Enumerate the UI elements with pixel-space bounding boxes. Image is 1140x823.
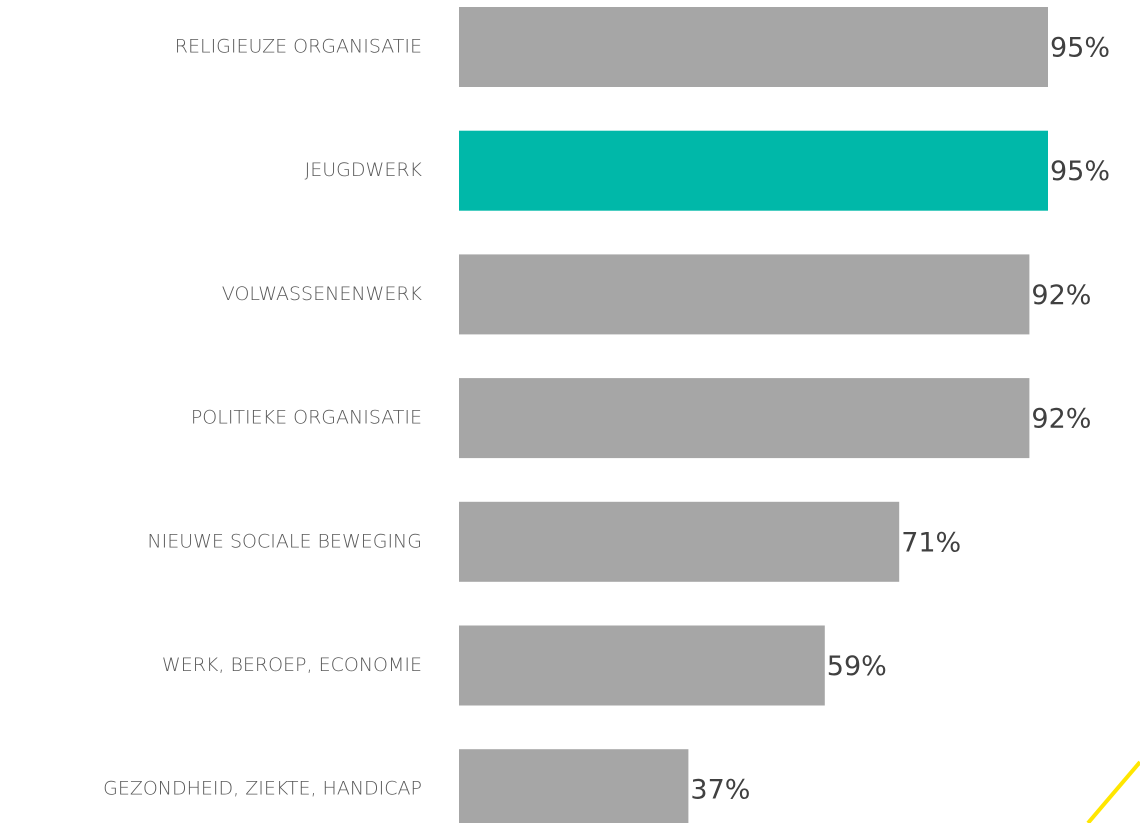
- category-label: POLITIEKE ORGANISATIE: [191, 407, 422, 429]
- value-label: 71%: [901, 527, 961, 558]
- value-label: 92%: [1031, 280, 1091, 311]
- bar: [459, 625, 825, 706]
- category-label: VOLWASSENENWERK: [222, 283, 423, 305]
- value-label: 59%: [827, 651, 887, 682]
- decor-line: [1086, 760, 1140, 823]
- value-label: 37%: [690, 775, 750, 806]
- category-label: GEZONDHEID, ZIEKTE, HANDICAP: [103, 778, 422, 800]
- category-label: WERK, BEROEP, ECONOMIE: [162, 654, 422, 676]
- category-label: JEUGDWERK: [305, 159, 423, 181]
- category-label: NIEUWE SOCIALE BEWEGING: [147, 530, 422, 552]
- bar: [459, 501, 900, 582]
- bar: [459, 749, 689, 823]
- bar: [459, 130, 1048, 211]
- category-label: RELIGIEUZE ORGANISATIE: [175, 36, 422, 58]
- bar: [459, 7, 1048, 87]
- bar: [459, 254, 1030, 335]
- value-label: 95%: [1050, 156, 1110, 187]
- bar: [459, 378, 1030, 459]
- value-label: 92%: [1031, 404, 1091, 435]
- value-label: 95%: [1050, 33, 1110, 64]
